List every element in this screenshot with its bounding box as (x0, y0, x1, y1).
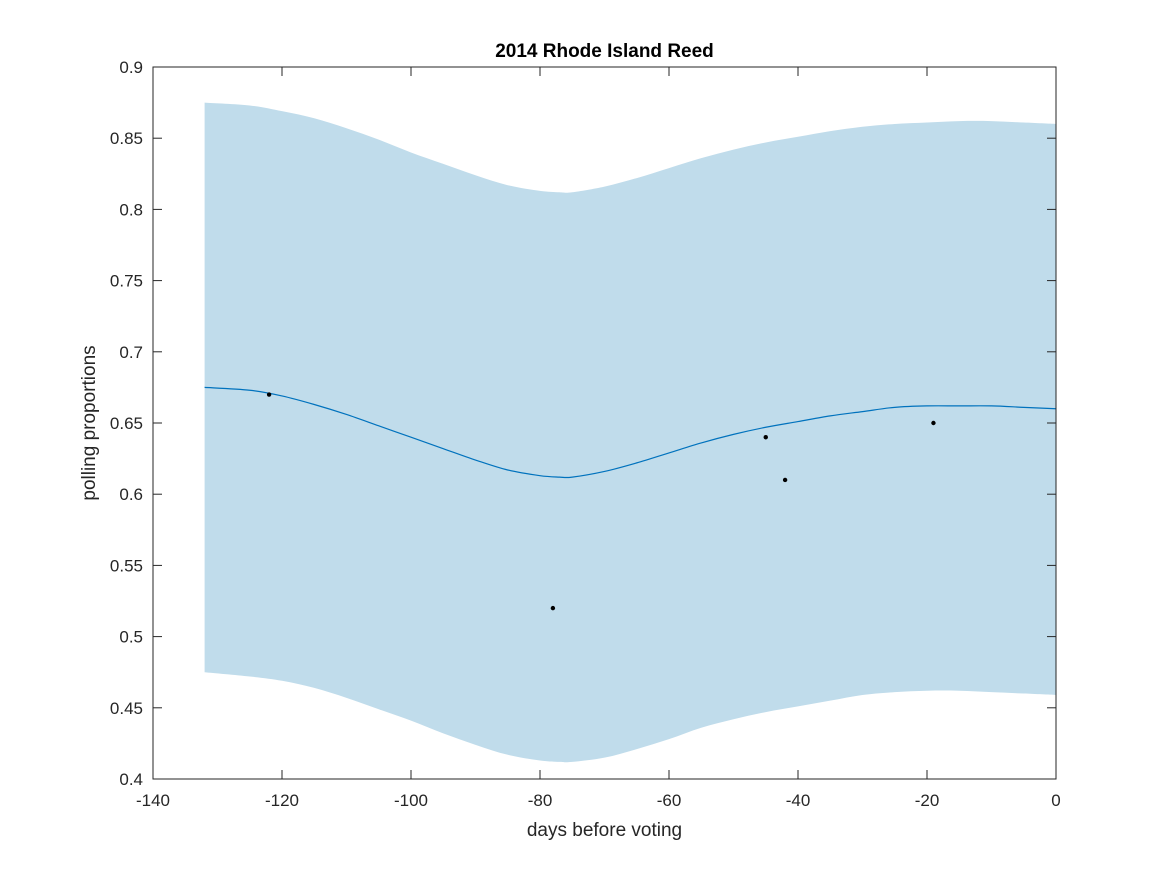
poll-point (266, 392, 272, 397)
poll-point (782, 477, 788, 483)
x-axis-label: days before voting (527, 820, 682, 841)
x-tick-label: -40 (786, 791, 811, 810)
trend-line (204, 386, 1057, 479)
x-tick-label: -100 (394, 791, 428, 810)
x-tick-label: -80 (528, 791, 553, 810)
x-tick-label: -120 (265, 791, 299, 810)
x-tick-labels: -140 -120 -100 -80 -60 -40 -20 0 (136, 791, 1061, 810)
y-tick-label: 0.8 (119, 200, 143, 219)
y-tick-label: 0.4 (119, 770, 143, 789)
y-tick-label: 0.6 (119, 485, 143, 504)
trend-line-layer (204, 386, 1057, 479)
poll-points-layer (266, 392, 936, 611)
y-tick-label: 0.9 (119, 58, 143, 77)
y-tick-label: 0.85 (110, 129, 143, 148)
y-tick-label: 0.55 (110, 556, 143, 575)
x-tick-label: -140 (136, 791, 170, 810)
poll-point (763, 435, 768, 440)
y-tick-label: 0.65 (110, 414, 143, 433)
poll-point (931, 420, 936, 426)
y-tick-labels: 0.4 0.45 0.5 0.55 0.6 0.65 0.7 0.75 0.8 0.85 0.9 (110, 58, 143, 789)
chart-title: 2014 Rhode Island Reed (495, 41, 714, 62)
y-tick-label: 0.75 (110, 272, 143, 291)
y-axis-label: polling proportions (79, 345, 100, 500)
confidence-band (204, 102, 1057, 763)
x-tick-label: -60 (657, 791, 682, 810)
axis-ticks-layer (152, 66, 1057, 780)
y-tick-label: 0.5 (119, 628, 143, 647)
x-tick-label: -20 (915, 791, 940, 810)
confidence-band-layer (204, 102, 1057, 763)
y-tick-label: 0.45 (110, 699, 143, 718)
y-tick-label: 0.7 (119, 343, 143, 362)
x-tick-label: 0 (1051, 791, 1060, 810)
poll-point (550, 605, 556, 611)
